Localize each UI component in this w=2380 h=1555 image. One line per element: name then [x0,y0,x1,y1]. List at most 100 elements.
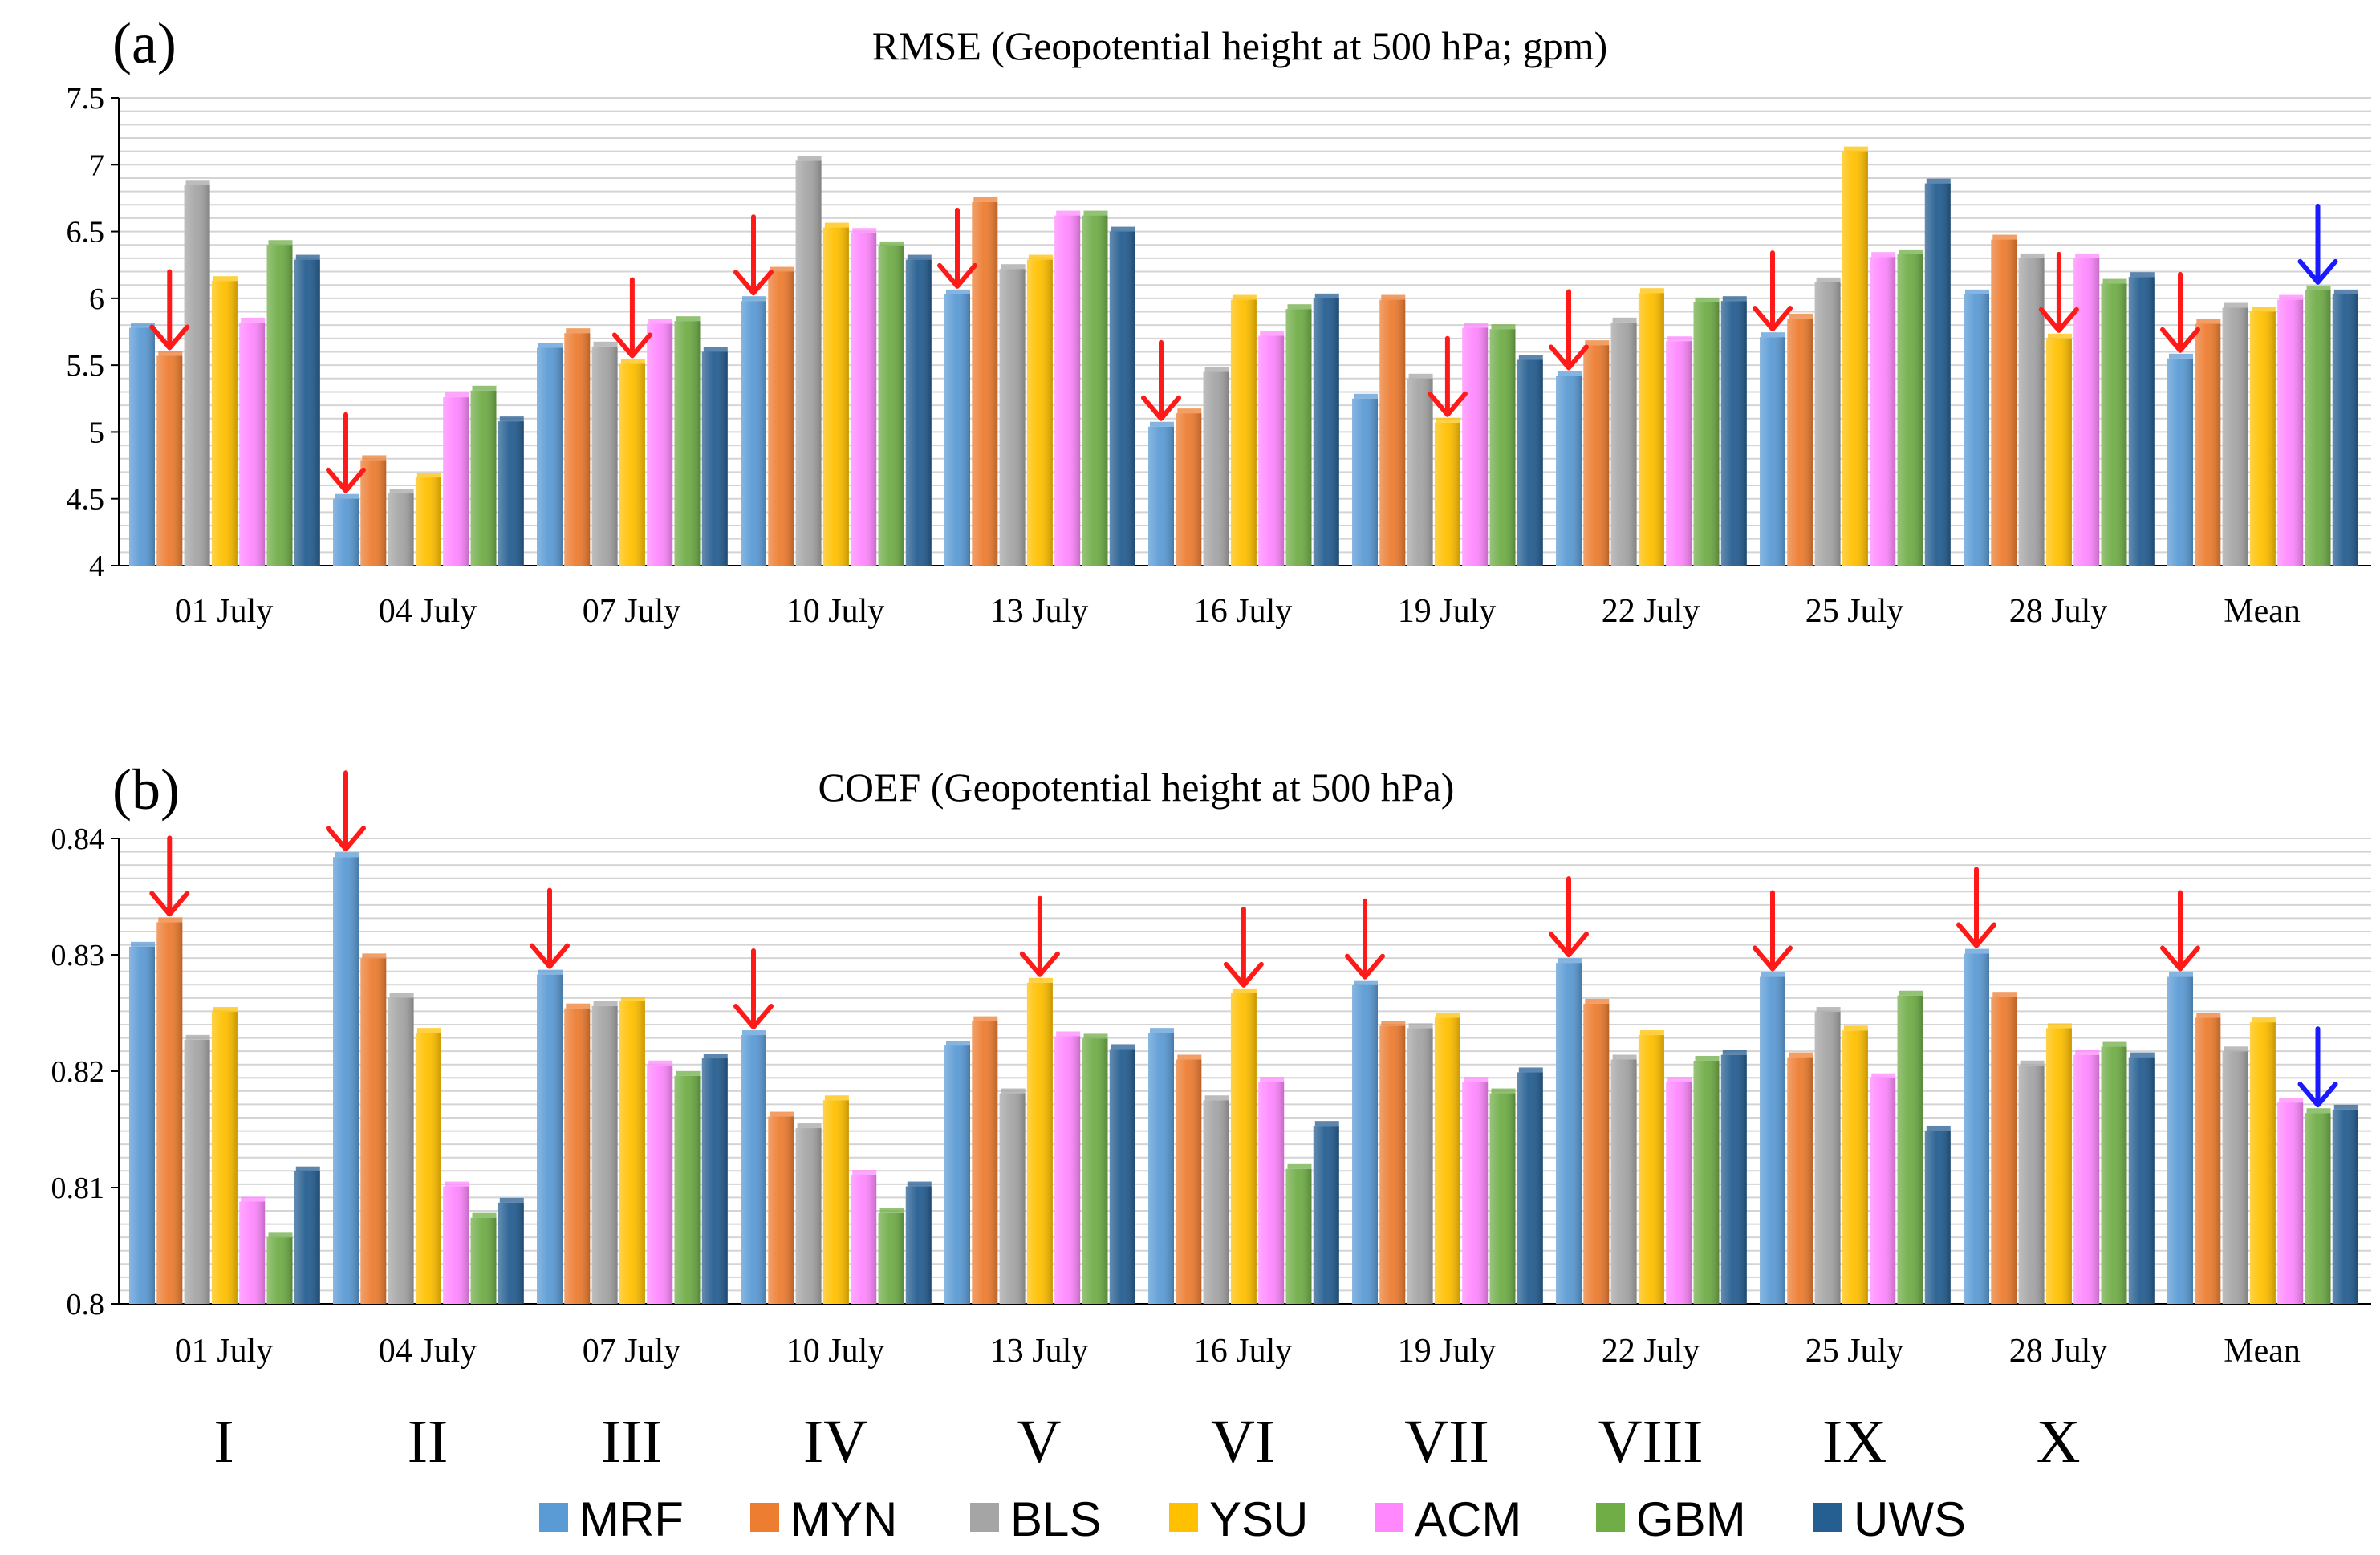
bar-top [1177,408,1202,414]
bar-top [1843,146,1868,152]
bar-shade [2222,307,2248,566]
x-tick-label: 13 July [990,593,1089,630]
bar-acm [851,228,877,566]
bar-mrf [741,296,766,566]
bar-myn [1787,1052,1813,1304]
bar-ysu [415,473,441,566]
bar-ysu [1434,1013,1460,1304]
arrow-head [1753,306,1793,332]
bar-gbm [1285,1163,1312,1304]
bar-top [1464,1077,1489,1082]
bar-top [2075,1050,2100,1055]
bar-gbm [470,385,497,566]
bar-shade [795,1128,822,1304]
bar-top [2020,253,2045,258]
bar-bls [1814,277,1841,566]
bar-ysu [415,1028,441,1304]
bar-top [1204,367,1229,372]
bar-mrf [537,343,563,566]
arrow-head [1019,951,1060,977]
bar-shade [1462,327,1489,566]
bar-top [1001,1088,1026,1094]
bar-top [131,323,155,328]
bar-shade [239,322,266,566]
bar-shade [768,271,794,566]
y-tick-label: 0.81 [51,1171,105,1205]
bar-gbm [674,316,701,566]
bar-acm [1054,210,1081,566]
bar-shade [1313,1126,1339,1304]
bar-gbm [1489,1088,1516,1304]
bar-ysu [211,276,238,566]
bar-top [1926,178,1951,184]
arrow-head [530,943,570,969]
x-tick-label: 01 July [175,593,274,630]
bar-shade [1082,215,1108,566]
bar-uws [294,1166,320,1304]
bar-shade [768,1116,794,1304]
bar-top [1083,210,1108,216]
bar-top [2279,1098,2304,1103]
bar-top [1150,1028,1174,1033]
rmse-chart: (a) RMSE (Geopotential height at 500 hPa… [67,11,2371,630]
bar-top [1232,294,1257,300]
legend-item-gbm: GBM [1596,1492,1746,1546]
bar-shade [2101,283,2127,566]
x-tick-label: 25 July [1805,1333,1904,1370]
bar-top [1314,1121,1339,1127]
red-arrow [1549,289,1589,371]
bar-shade [905,1186,932,1304]
red-arrow [2160,890,2200,972]
bar-shade [1842,1030,1868,1304]
bar-top [1436,1013,1460,1018]
bar-shade [619,363,645,566]
bar-top [1612,317,1637,323]
bar-shade [701,1058,728,1304]
bar-ysu [2249,1017,2276,1304]
bar-top [2251,307,2276,312]
bar-top [1491,324,1516,330]
x-tick-label: 22 July [1602,593,1700,630]
arrow-head [149,324,190,351]
bar-top [852,1170,877,1175]
bar-top [676,316,701,322]
bar-uws [1109,1044,1135,1304]
bar-top [445,392,469,398]
bar-gbm [1897,990,1923,1304]
bar-top [213,276,238,282]
panel-a-label: (a) [112,11,177,75]
bar-myn [1787,313,1813,566]
legend-swatch [539,1503,568,1532]
bar-bls [591,341,618,566]
bar-ysu [1842,1025,1868,1304]
bar-shade [1556,963,1582,1304]
bar-top [1150,421,1174,427]
bar-shade [294,259,320,566]
bar-shade [1109,231,1135,566]
arrow-head [149,891,190,917]
bar-shade [2128,1057,2155,1304]
bar-shade [1964,294,1989,566]
x-tick-label: 04 July [379,593,477,630]
bar-top [703,1054,728,1059]
bar-acm [2073,253,2100,566]
bar-shade [2073,258,2100,566]
bar-top [2279,294,2304,300]
y-tick-label: 6.5 [67,216,105,250]
bar-myn [2195,319,2221,566]
bar-top [2169,972,2193,977]
bar-myn [972,197,998,566]
panel-b-label: (b) [112,757,180,822]
bar-bls [1407,1023,1433,1304]
bar-shade [537,974,563,1304]
legend-label: MYN [790,1492,897,1546]
x-tick-label: 04 July [379,1333,477,1370]
bar-top [1871,1073,1896,1078]
bar-top [1761,332,1785,338]
bar-shade [944,1045,970,1304]
bar-top [1204,1095,1229,1101]
case-label: X [2037,1408,2081,1476]
bar-top [797,156,822,161]
bar-ysu [1638,1030,1664,1304]
bar-top [1843,1025,1868,1031]
